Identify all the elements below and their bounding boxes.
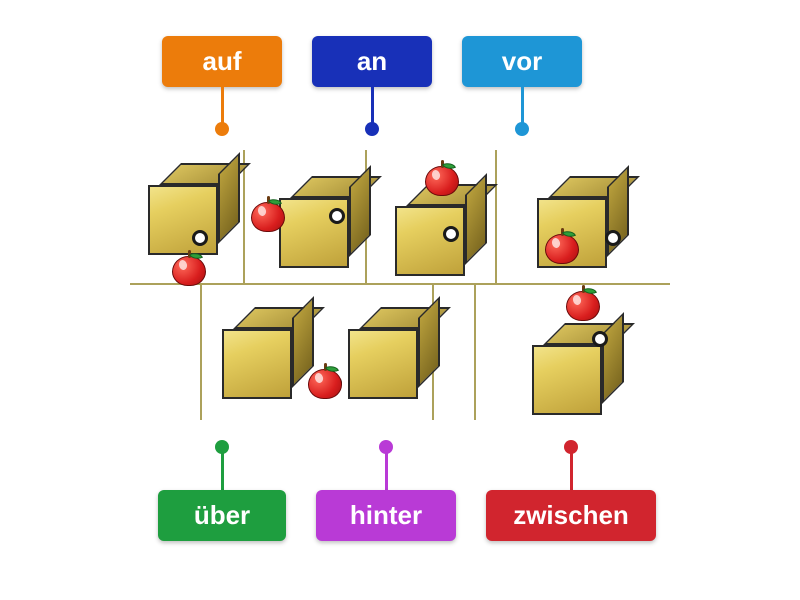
box-icon xyxy=(532,345,602,415)
word-label-text: zwischen xyxy=(513,500,629,530)
apple-icon xyxy=(172,250,206,284)
image-cell[interactable] xyxy=(476,285,670,420)
label-pointer-up xyxy=(379,440,393,490)
image-cell[interactable] xyxy=(130,150,245,285)
word-label-text: vor xyxy=(502,46,542,76)
word-label[interactable]: auf xyxy=(162,36,282,87)
exercise-stage: auf an vor xyxy=(0,0,800,600)
label-pointer-down xyxy=(515,86,529,136)
word-label-text: auf xyxy=(203,46,242,76)
image-grid xyxy=(130,150,670,420)
apple-icon xyxy=(425,160,459,194)
label-pointer-down xyxy=(365,86,379,136)
word-label-text: an xyxy=(357,46,387,76)
label-pointer-up xyxy=(215,440,229,490)
box-icon xyxy=(348,329,418,399)
apple-icon xyxy=(251,196,285,230)
image-cell[interactable] xyxy=(202,285,434,420)
word-label[interactable]: über xyxy=(158,490,286,541)
apple-icon xyxy=(566,285,600,319)
word-label[interactable]: an xyxy=(312,36,432,87)
image-cell[interactable] xyxy=(497,150,670,285)
box-icon xyxy=(222,329,292,399)
word-label[interactable]: zwischen xyxy=(486,490,656,541)
box-icon xyxy=(148,185,218,255)
image-cell[interactable] xyxy=(245,150,367,285)
apple-icon xyxy=(545,228,579,262)
drop-target-pin[interactable] xyxy=(192,230,208,246)
drop-target-pin[interactable] xyxy=(605,230,621,246)
image-cell[interactable] xyxy=(367,150,497,285)
drop-target-pin[interactable] xyxy=(329,208,345,224)
apple-icon xyxy=(308,363,342,397)
label-pointer-down xyxy=(215,86,229,136)
drop-target-pin[interactable] xyxy=(443,226,459,242)
label-pointer-up xyxy=(564,440,578,490)
image-cell-empty xyxy=(130,285,202,420)
word-label[interactable]: hinter xyxy=(316,490,456,541)
word-label[interactable]: vor xyxy=(462,36,582,87)
word-label-text: hinter xyxy=(350,500,422,530)
image-cell-empty xyxy=(434,285,476,420)
word-label-text: über xyxy=(194,500,250,530)
drop-target-pin[interactable] xyxy=(592,331,608,347)
